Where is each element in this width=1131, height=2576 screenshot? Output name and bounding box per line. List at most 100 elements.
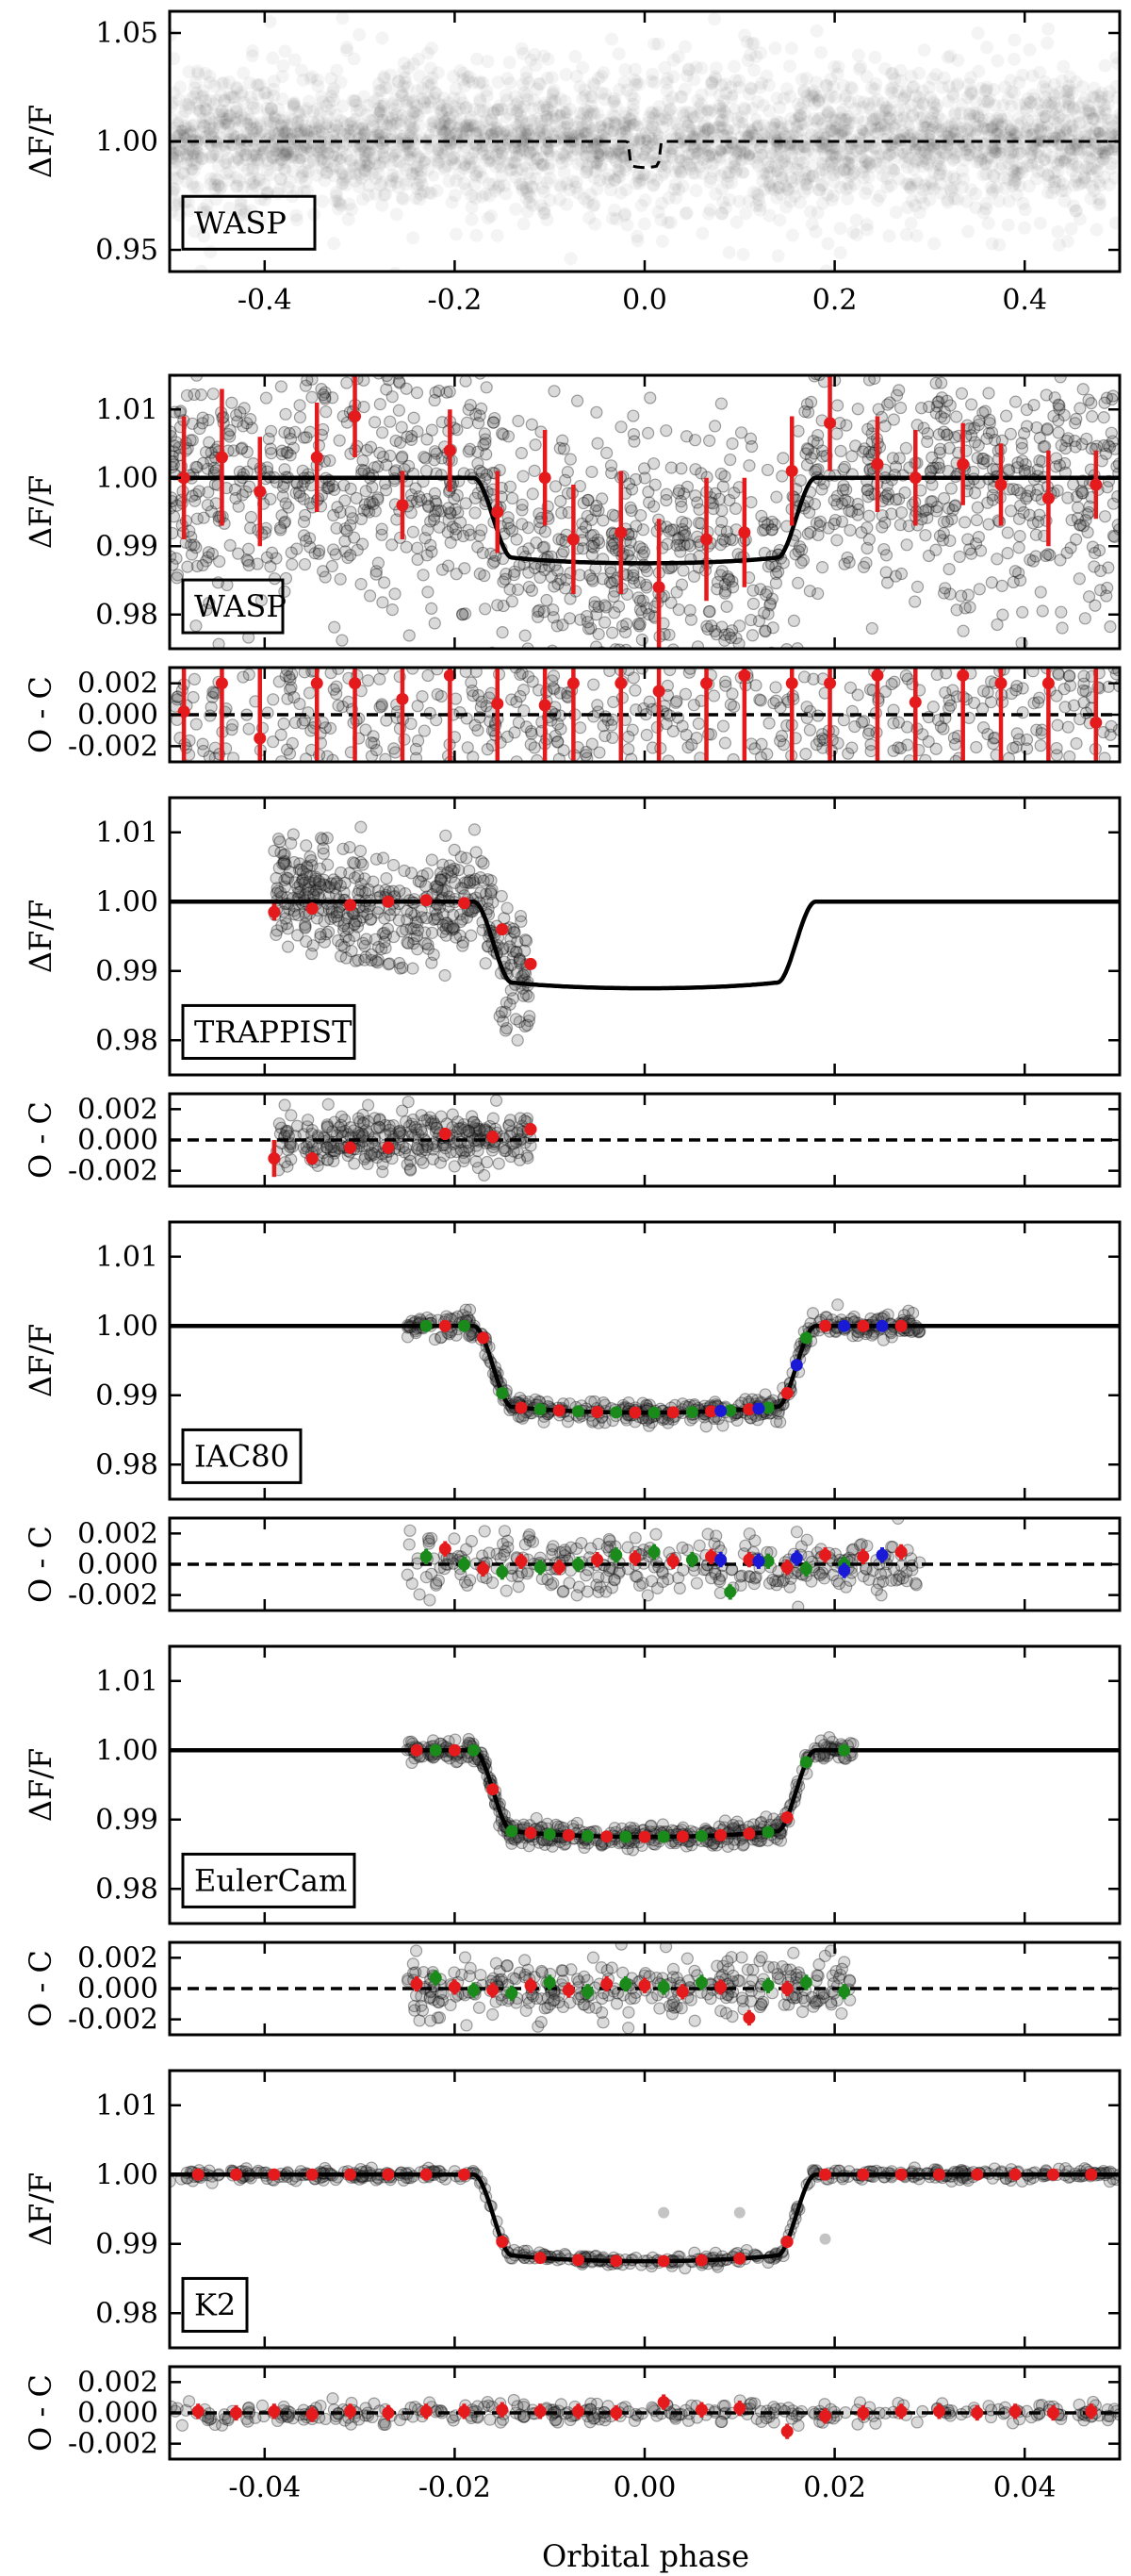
data-point — [484, 128, 497, 140]
data-point — [369, 568, 383, 581]
data-point — [928, 147, 942, 161]
data-point — [479, 437, 492, 450]
data-point — [724, 157, 738, 171]
data-point — [644, 391, 657, 405]
data-point — [584, 513, 598, 526]
data-point — [893, 113, 908, 127]
data-point — [1012, 146, 1026, 160]
data-point — [749, 156, 763, 170]
data-point — [512, 414, 525, 428]
data-point — [1007, 173, 1021, 187]
data-point — [230, 80, 244, 94]
data-point — [716, 141, 730, 156]
data-point — [170, 162, 182, 176]
data-point — [520, 166, 534, 180]
data-point — [449, 82, 463, 96]
binned-point — [1041, 492, 1055, 504]
data-point — [703, 434, 716, 447]
data-point — [1093, 94, 1107, 108]
data-point — [909, 154, 923, 168]
data-point — [220, 118, 232, 130]
data-point — [646, 67, 660, 81]
data-point — [816, 127, 830, 141]
data-point — [207, 178, 221, 192]
data-point — [568, 129, 582, 143]
data-point — [269, 147, 283, 161]
data-point — [454, 118, 468, 132]
data-point — [557, 545, 570, 558]
data-point — [369, 504, 382, 518]
data-point — [898, 155, 912, 169]
data-point — [496, 626, 509, 639]
data-point — [334, 198, 348, 212]
data-point — [1111, 115, 1120, 129]
data-point — [912, 66, 926, 80]
data-point — [199, 115, 213, 129]
data-point — [236, 143, 250, 157]
data-point — [1031, 97, 1045, 111]
data-point — [424, 61, 438, 75]
data-point — [170, 136, 179, 150]
data-point — [1021, 91, 1035, 106]
data-point — [674, 166, 688, 180]
data-point — [783, 135, 797, 149]
data-point — [378, 141, 390, 154]
data-point — [417, 185, 431, 199]
data-point — [268, 109, 282, 124]
data-point — [785, 228, 799, 242]
data-point — [863, 120, 877, 134]
data-point — [327, 124, 341, 138]
data-point — [860, 159, 874, 173]
data-point — [723, 140, 737, 155]
data-point — [203, 75, 217, 90]
data-point — [869, 77, 883, 91]
data-point — [781, 120, 795, 134]
data-point — [234, 142, 248, 157]
data-point — [882, 112, 896, 126]
data-point — [527, 93, 541, 107]
data-point — [223, 538, 237, 552]
data-point — [932, 142, 946, 157]
data-point — [585, 91, 599, 105]
data-point — [859, 187, 873, 201]
data-point — [299, 534, 313, 548]
data-point — [295, 153, 307, 165]
data-point — [851, 94, 865, 108]
data-point — [180, 147, 194, 161]
data-point — [713, 99, 727, 113]
data-point — [676, 154, 690, 168]
data-point — [412, 109, 426, 124]
data-point — [731, 548, 745, 561]
data-point — [560, 117, 574, 131]
data-point — [541, 52, 555, 66]
data-point — [841, 110, 855, 124]
data-point — [627, 569, 640, 582]
data-point — [995, 159, 1008, 172]
data-point — [226, 128, 240, 142]
data-point — [1070, 533, 1083, 546]
data-point — [1092, 147, 1105, 159]
data-point — [310, 73, 324, 87]
data-point — [219, 104, 233, 118]
data-point — [561, 130, 573, 142]
data-point — [703, 149, 715, 161]
data-point — [250, 147, 264, 161]
data-point — [988, 170, 1002, 184]
data-point — [619, 183, 633, 197]
data-point — [334, 75, 348, 90]
data-point — [916, 183, 930, 197]
data-point — [428, 170, 440, 182]
data-point — [459, 118, 473, 132]
data-point — [631, 77, 646, 91]
data-point — [991, 117, 1005, 131]
data-point — [713, 102, 727, 116]
data-point — [1089, 599, 1102, 612]
data-point — [439, 124, 453, 138]
data-point — [510, 150, 524, 164]
data-point — [264, 560, 277, 573]
data-point — [671, 123, 685, 137]
data-point — [660, 424, 673, 438]
data-point — [459, 497, 472, 510]
data-point — [793, 153, 807, 167]
data-point — [670, 538, 683, 552]
